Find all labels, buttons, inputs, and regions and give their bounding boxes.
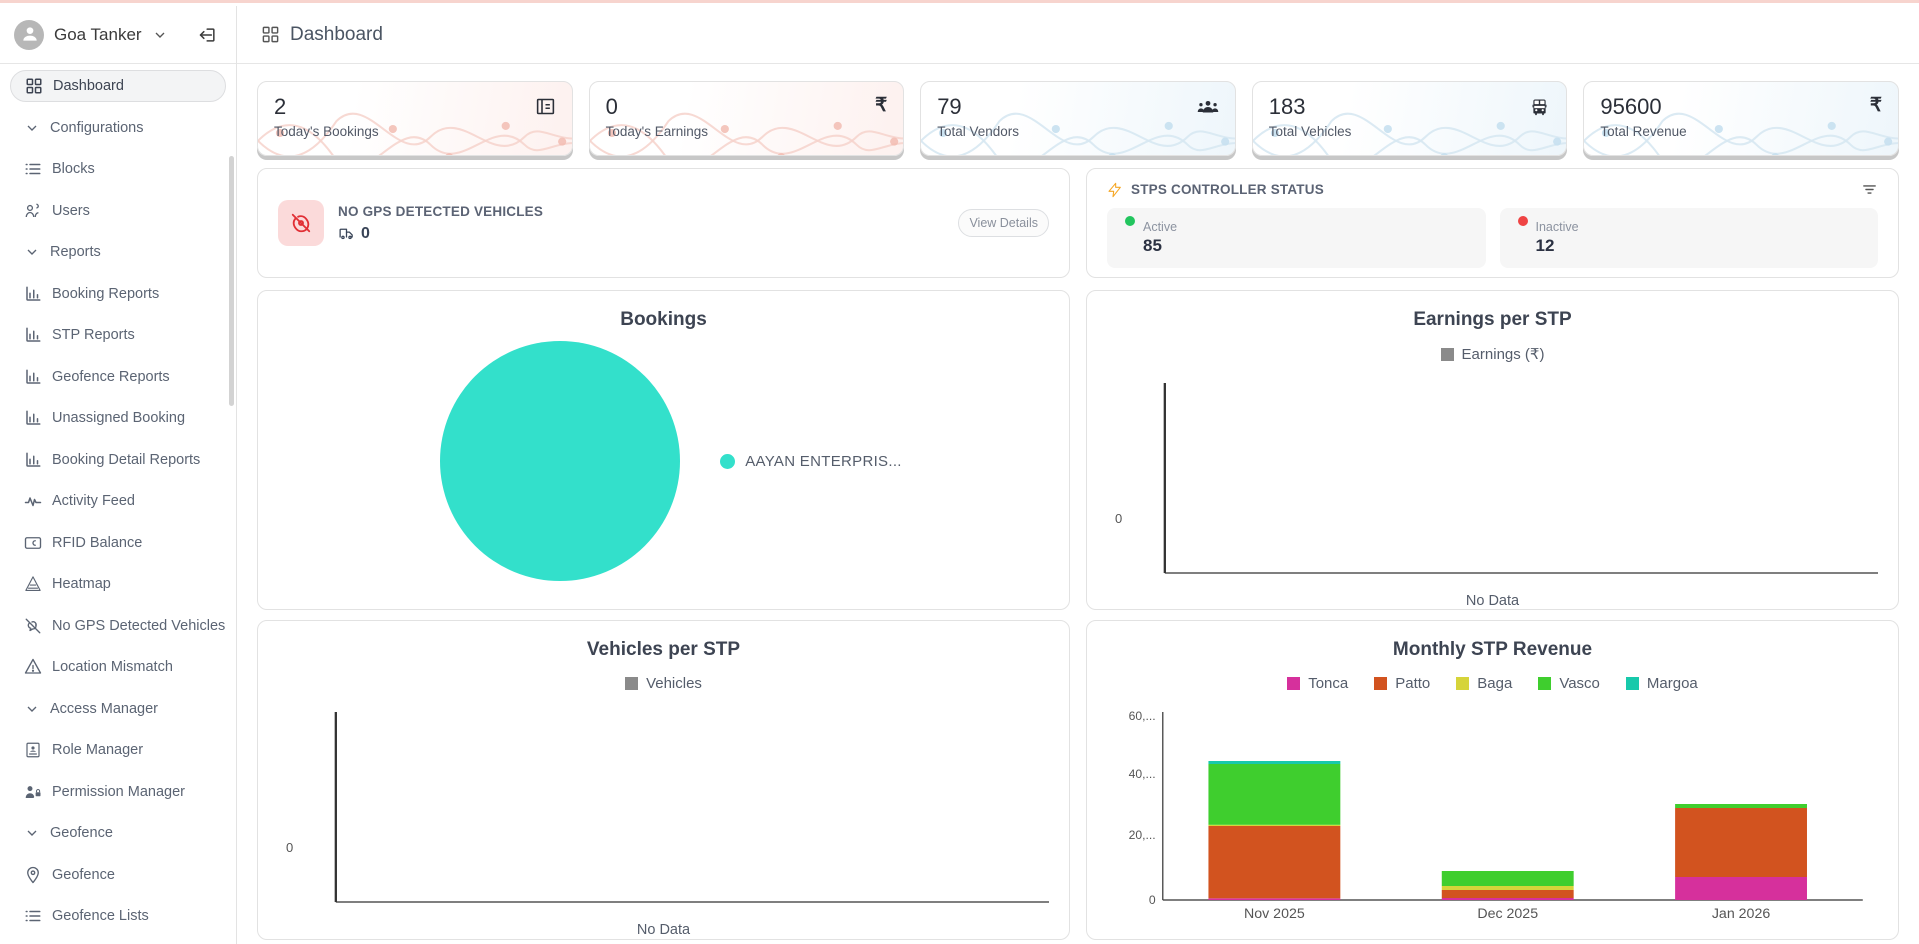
svg-text:40,...: 40,... xyxy=(1129,767,1156,781)
svg-text:60,...: 60,... xyxy=(1129,709,1156,723)
svg-text:Nov 2025: Nov 2025 xyxy=(1244,905,1305,921)
svg-text:0: 0 xyxy=(1149,893,1156,907)
svg-text:Jan 2026: Jan 2026 xyxy=(1712,905,1771,921)
svg-text:Dec 2025: Dec 2025 xyxy=(1477,905,1538,921)
svg-text:20,...: 20,... xyxy=(1129,828,1156,842)
